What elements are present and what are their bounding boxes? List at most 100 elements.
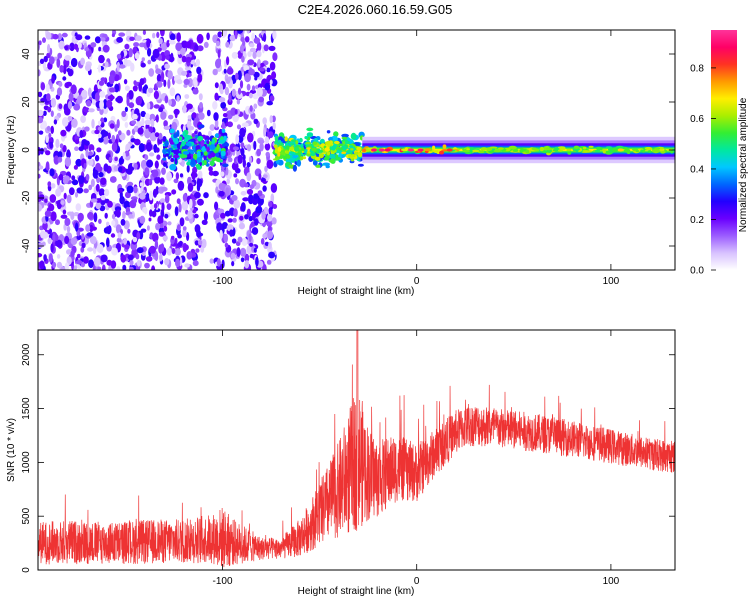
spectrogram-cell [45,161,50,171]
spectrogram-cell [47,43,51,54]
spectrogram-cell [47,106,52,113]
spectrogram-cell [236,247,241,258]
spectrogram-cell [159,198,166,204]
spectrogram-cell [219,88,224,95]
spectrogram-cell [206,109,211,117]
spectrogram-cell [214,125,220,131]
snr-frame [37,329,676,571]
spectrogram-cell [162,136,167,142]
spectrogram-cell [588,145,594,148]
spectrogram-cell [208,141,212,146]
spectrogram-cell [122,151,126,160]
spectrogram-cell [253,71,260,78]
y-tick-label: 2000 [21,343,32,366]
spectrogram-cell [77,41,82,49]
spectrogram-cell [289,146,294,151]
spectrogram-cell [241,122,249,128]
spectrogram-cell [236,99,241,105]
spectrogram-cell [100,77,106,82]
spectrogram-cell [244,214,249,220]
spectrogram-cell [126,96,130,107]
spectrogram-cell [231,238,237,244]
spectrogram-cell [146,225,150,231]
spectrogram-cell [176,198,181,205]
spectrogram-cell [90,198,98,203]
spectrogram-cell [154,251,159,262]
spectrogram-cell [155,222,161,231]
spectrogram-cell [166,203,172,211]
spectrogram-cell [178,136,183,141]
spectrogram-cell [75,260,83,265]
spectrogram-cell [59,143,64,149]
spectrogram-cell [45,134,49,144]
spectrogram-cell [84,64,92,72]
spectrogram-cell [137,127,144,135]
spectrogram-cell [98,172,104,178]
spectrogram-cell [84,35,91,40]
spectrogram-cell [166,171,173,182]
spectrogram-cell [539,146,544,152]
spectrogram-cell [221,128,226,134]
spectrogram-cell [338,143,344,147]
spectrogram-cell [262,185,267,192]
colorbar-tick-label: 0.4 [690,164,704,175]
spectrogram-cell [439,150,445,155]
spectrogram-cell [39,260,45,270]
spectrogram-cell [197,170,203,179]
spectrogram-cell [97,126,102,132]
spectrogram-cell [40,82,46,91]
spectrogram-cell [154,175,161,184]
spectrogram-cell [130,62,135,72]
spectrogram-cell [480,147,488,151]
spectrogram-cell [498,147,504,150]
spectrogram-cell [167,70,173,80]
spectrogram-cell [45,32,52,40]
spectrogram-cell [325,164,330,169]
spectrogram-cell [172,136,179,144]
spectrogram-cell [230,107,237,116]
spectrogram-cell [218,97,226,103]
spectrogram-cell [251,32,256,41]
spectrogram-cell [57,52,63,59]
spectrogram-cell [50,243,54,253]
spectrogram-cell [98,136,104,143]
spectrogram-cell [306,147,311,150]
spectrogram-cell [264,82,271,91]
spectrogram-cell [104,188,110,197]
spectrogram-cell [55,188,62,197]
spectrogram-cell [197,135,204,142]
spectrogram-cell [114,156,118,162]
spectrogram-cell [229,229,234,237]
spectrogram-cell [187,182,194,192]
spectrogram-cell [74,134,79,142]
spectrogram-cell [75,158,82,167]
spectrogram-cell [178,202,182,213]
spectrogram-cell [38,165,44,170]
spectrogram-cell [189,198,193,209]
snr-y-ticks: 0 500 1000 1500 2000 [21,343,675,573]
spectrogram-cell [55,239,63,248]
spectrogram-cell [136,121,143,127]
spectrogram-cell [141,57,145,62]
y-tick-label: -20 [21,190,32,205]
spectrogram-cell [55,219,60,226]
spectrogram-cell [70,84,77,95]
spectrogram-cell [110,115,116,122]
spectrogram-cell [267,131,274,139]
spectrogram-cell [573,145,580,150]
spectrogram-cell [220,101,227,109]
spectrogram-cell [169,33,176,41]
spectrogram-cell [50,110,54,117]
spectrogram-cell [216,222,223,233]
spectrogram-cell [163,79,167,88]
spectrogram-cell [148,126,154,133]
spectrogram-cell [38,116,44,124]
spectrogram-cell [118,64,126,69]
spectrogram-cell [111,142,118,152]
spectrogram-cell [236,91,243,100]
spectrogram-cell [85,100,92,107]
spectrogram-cell [246,172,252,182]
spectrogram-cell [56,58,61,68]
spectrogram-cell [315,164,321,168]
spectrogram-cell [246,144,252,152]
